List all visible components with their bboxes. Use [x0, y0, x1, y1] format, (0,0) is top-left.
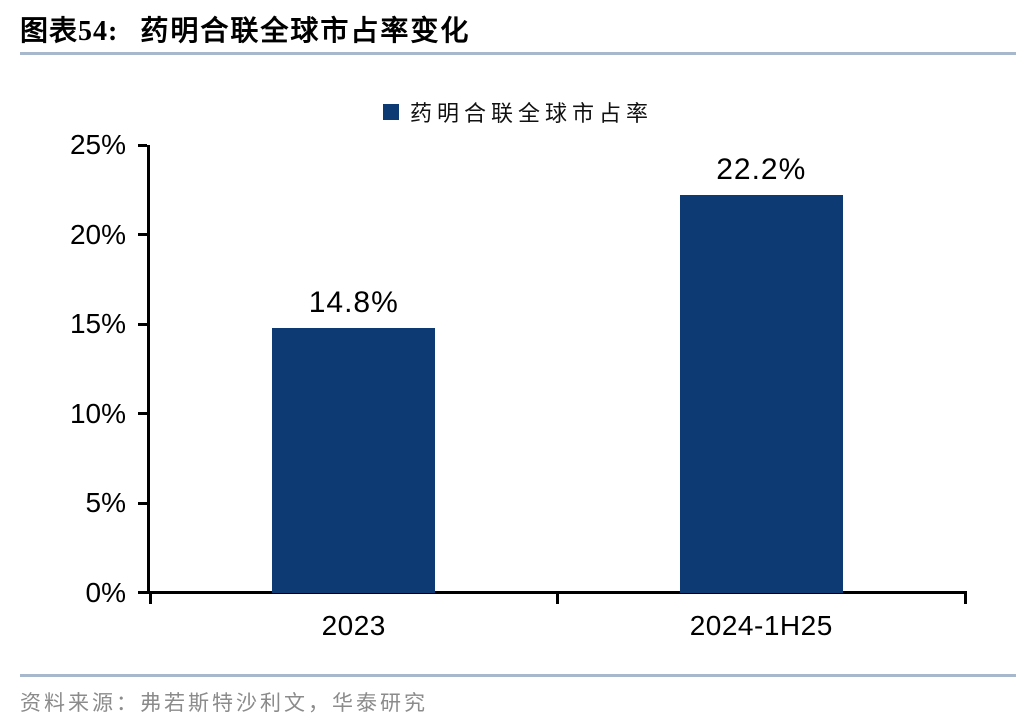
y-tick: [138, 143, 147, 147]
y-tick-label: 5%: [85, 487, 126, 518]
figure-title: 图表54: 药明合联全球市占率变化: [20, 9, 1020, 49]
y-tick: [138, 322, 147, 326]
y-tick: [138, 412, 147, 415]
y-axis: [147, 145, 150, 594]
chart-legend: 药明合联全球市占率: [20, 99, 1016, 126]
y-tick-label: 15%: [69, 308, 126, 339]
legend-marker: [382, 104, 399, 120]
x-tick: [556, 593, 559, 604]
bar-value-label: 22.2%: [716, 153, 807, 187]
y-tick-label: 25%: [69, 129, 126, 160]
bar-2023: [272, 327, 436, 594]
figure-number-label: 图表54:: [20, 16, 119, 47]
y-tick-label: 0%: [85, 576, 126, 608]
footer-divider: [20, 674, 1016, 677]
x-tick: [148, 593, 152, 604]
bar-value-label: 14.8%: [308, 285, 399, 319]
x-category-label: 2023: [321, 609, 386, 641]
title-divider: [20, 52, 1016, 55]
y-tick: [138, 591, 147, 594]
source-note: 资料来源：弗若斯特沙利文，华泰研究: [20, 691, 428, 715]
figure-title-text: 药明合联全球市占率变化: [140, 16, 471, 47]
x-tick: [963, 593, 967, 604]
bar-2024-1H25: [679, 195, 843, 594]
y-tick: [138, 501, 147, 505]
x-category-label: 2024-1H25: [689, 609, 833, 641]
y-tick-label: 10%: [69, 397, 126, 429]
x-axis: [147, 591, 967, 594]
legend-label: 药明合联全球市占率: [409, 101, 653, 126]
y-tick: [138, 233, 147, 236]
y-tick-label: 20%: [69, 218, 126, 250]
